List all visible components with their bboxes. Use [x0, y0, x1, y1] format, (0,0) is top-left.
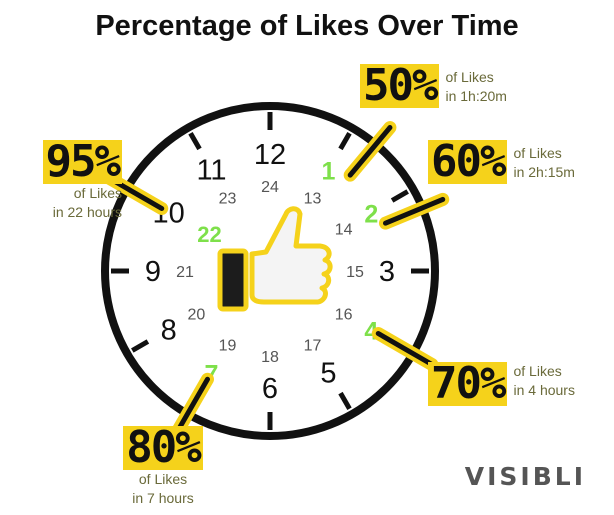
hour-tick: [338, 132, 352, 151]
hour24-label: 19: [219, 338, 237, 355]
milestone-marker: [382, 196, 446, 226]
hour-label: 9: [145, 256, 161, 288]
percent-value: 70%: [428, 362, 508, 406]
chart-title: Percentage of Likes Over Time: [95, 10, 519, 42]
thumbs-up-icon: [217, 206, 333, 312]
brand-logo: VISIBLI: [464, 462, 586, 491]
hour24-label: 23: [219, 190, 237, 207]
callout-80: 80% of Likes in 7 hours: [108, 426, 218, 508]
hour-label: 12: [254, 139, 286, 171]
callout-70: 70% of Likes in 4 hours: [428, 362, 575, 406]
of-likes-label: of Likes: [445, 69, 494, 85]
milestone-marker: [375, 331, 435, 367]
hour-tick: [188, 132, 202, 151]
hour24-label: 13: [304, 190, 322, 207]
percent-value: 95%: [42, 140, 122, 184]
hour24-label-highlight: 22: [197, 222, 221, 247]
hour24-labels: 24 13 14 15 16 17 18 19 20 21 23 22: [176, 179, 364, 366]
of-likes-label: of Likes: [513, 363, 562, 379]
hour-label: 2: [364, 201, 378, 229]
milestone-marker: [347, 125, 393, 178]
callout-50: 50% of Likes in 1h:20m: [360, 64, 507, 108]
callout-95: 95% of Likes in 22 hours: [14, 140, 122, 222]
hour24-label: 20: [187, 307, 205, 324]
hour-tick: [390, 189, 409, 203]
hour24-label: 24: [261, 179, 279, 196]
hour-label: 6: [262, 373, 278, 405]
time-label: in 7 hours: [132, 490, 194, 506]
of-likes-label: of Likes: [73, 185, 122, 201]
percent-value: 60%: [428, 140, 508, 184]
hour24-label: 16: [335, 307, 353, 324]
milestone-marker: [174, 376, 210, 436]
hour-label: 1: [322, 158, 336, 186]
hour24-label: 14: [335, 222, 353, 239]
hour24-label: 18: [261, 349, 279, 366]
time-label: in 4 hours: [513, 382, 575, 398]
time-label: in 1h:20m: [445, 88, 507, 104]
hour-tick: [338, 391, 352, 410]
hour-labels: 121234567891011: [145, 139, 395, 405]
percent-value: 80%: [123, 426, 203, 470]
hour24-label: 15: [346, 264, 364, 281]
callout-60: 60% of Likes in 2h:15m: [428, 140, 575, 184]
of-likes-label: of Likes: [138, 471, 188, 487]
hour-label: 8: [161, 315, 177, 347]
time-label: in 22 hours: [52, 204, 122, 220]
hour-label: 3: [379, 256, 395, 288]
hour-label: 11: [196, 155, 226, 187]
of-likes-label: of Likes: [513, 145, 562, 161]
hour-label: 5: [320, 357, 336, 389]
hour-tick: [131, 339, 150, 353]
hour24-label: 17: [304, 338, 322, 355]
time-label: in 2h:15m: [513, 164, 575, 180]
hour24-label: 21: [176, 264, 194, 281]
percent-value: 50%: [360, 64, 440, 108]
